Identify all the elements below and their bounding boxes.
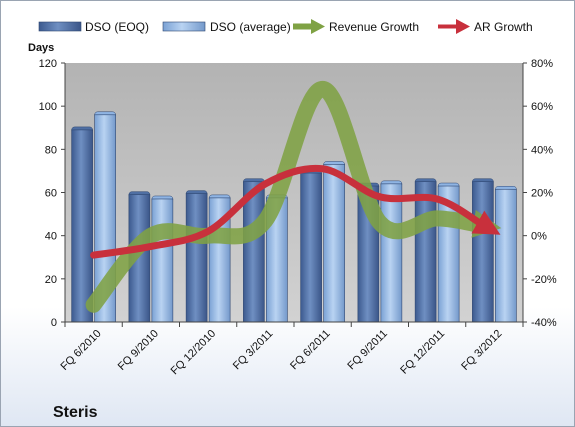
- y-axis-title: Days: [28, 42, 54, 54]
- y2-tick-label: -40%: [531, 317, 557, 329]
- x-tick-label: FQ 3/2012: [459, 328, 504, 373]
- legend-arrow-head: [456, 19, 470, 34]
- bar: [380, 183, 403, 323]
- legend-arrow-head: [311, 19, 325, 34]
- y2-tick-label: 40%: [531, 144, 553, 156]
- legend: DSO (EOQ) DSO (average) Revenue Growth AR G…: [38, 19, 533, 34]
- legend-swatch: [162, 21, 206, 32]
- bar: [414, 181, 437, 323]
- bar: [495, 188, 517, 323]
- y-tick-label: 100: [39, 101, 57, 113]
- company-label: Steris: [53, 404, 98, 421]
- legend-label: DSO (average): [210, 20, 291, 34]
- x-tick-label: FQ 6/2010: [59, 328, 104, 373]
- y2-tick-label: 60%: [531, 101, 553, 113]
- y2-tick-label: 80%: [531, 58, 553, 70]
- legend-label: DSO (EOQ): [85, 20, 149, 34]
- y2-tick-label: 20%: [531, 188, 553, 200]
- legend-label: Revenue Growth: [329, 20, 419, 34]
- lines-layer: [85, 80, 502, 313]
- bar: [151, 198, 174, 323]
- bar: [472, 181, 494, 323]
- legend-label: AR Growth: [474, 20, 533, 34]
- y-tick-label: 20: [45, 274, 57, 286]
- x-tick-label: FQ 12/2011: [398, 328, 447, 377]
- bar: [300, 172, 322, 323]
- bars-layer: [71, 111, 517, 323]
- series-line: [90, 164, 501, 259]
- x-tick-label: FQ 6/2011: [288, 328, 333, 373]
- x-tick-label: FQ 12/2010: [169, 328, 219, 378]
- y-tick-label: 80: [45, 144, 57, 156]
- legend-swatch: [38, 21, 82, 32]
- x-tick-label: FQ 9/2010: [116, 328, 161, 373]
- series-line: [85, 80, 502, 313]
- y-tick-label: 0: [51, 317, 57, 329]
- y2-tick-label: 0%: [531, 231, 547, 243]
- bar: [185, 193, 208, 323]
- x-tick-label: FQ 3/2011: [231, 328, 276, 373]
- y-tick-label: 60: [45, 188, 57, 200]
- y-tick-label: 120: [39, 58, 57, 70]
- y2-tick-label: -20%: [531, 274, 557, 286]
- x-tick-label: FQ 9/2011: [345, 328, 390, 373]
- bar: [323, 164, 345, 323]
- y-tick-label: 40: [45, 231, 57, 243]
- bar: [71, 129, 93, 323]
